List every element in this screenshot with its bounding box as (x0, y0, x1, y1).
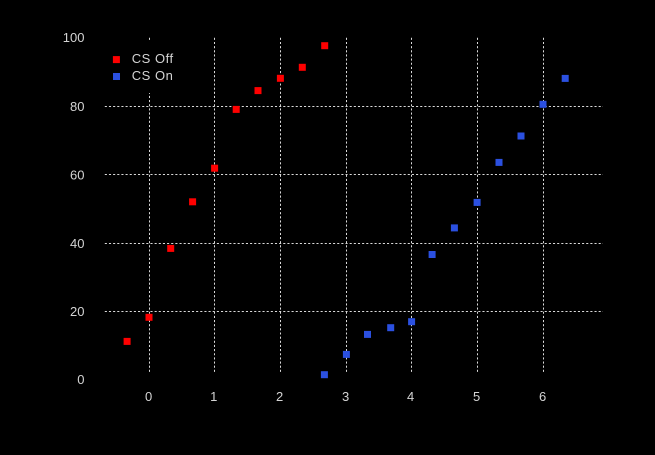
svg-text:0: 0 (145, 389, 152, 404)
svg-text:CS Off: CS Off (132, 51, 174, 66)
svg-text:4: 4 (407, 389, 414, 404)
svg-text:2: 2 (276, 389, 283, 404)
svg-text:1: 1 (210, 389, 217, 404)
svg-text:CS On: CS On (132, 68, 174, 83)
svg-text:3: 3 (342, 389, 349, 404)
svg-text:20: 20 (70, 304, 84, 319)
svg-text:100: 100 (63, 30, 85, 45)
svg-text:40: 40 (70, 236, 84, 251)
svg-text:5: 5 (473, 389, 480, 404)
svg-text:60: 60 (70, 168, 84, 183)
svg-text:80: 80 (70, 99, 84, 114)
svg-text:0: 0 (77, 372, 84, 387)
svg-text:6: 6 (539, 389, 546, 404)
